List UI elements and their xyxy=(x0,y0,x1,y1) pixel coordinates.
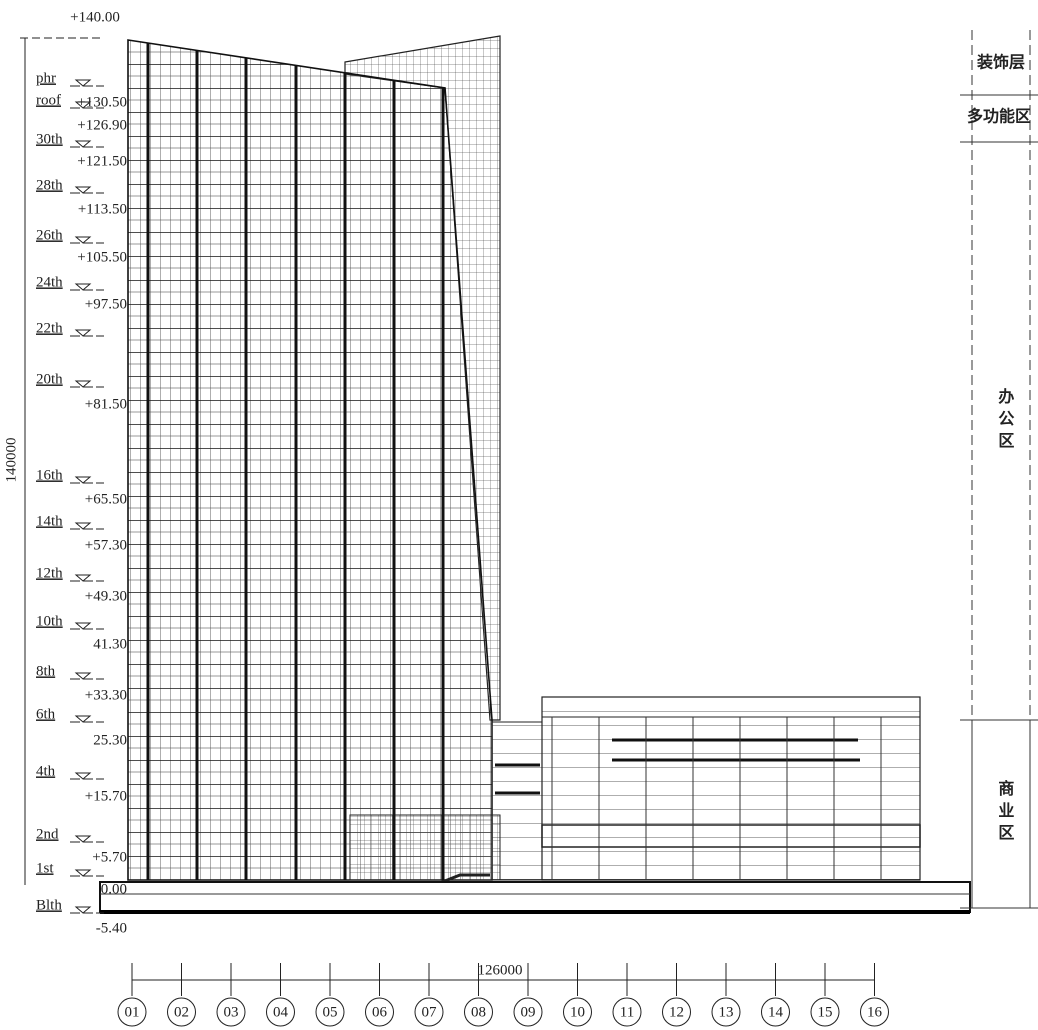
level-elevation: +33.30 xyxy=(85,687,127,703)
level-marker xyxy=(76,187,90,193)
axis-label: 14 xyxy=(768,1004,784,1020)
level-elevation: -5.40 xyxy=(96,920,127,936)
level-name: 16th xyxy=(36,467,63,483)
level-name: 24th xyxy=(36,274,63,290)
level-marker xyxy=(76,623,90,629)
level-marker xyxy=(76,907,90,913)
level-elevation: +113.50 xyxy=(78,201,127,217)
level-name: 1st xyxy=(36,860,54,876)
level-elevation: +65.50 xyxy=(85,491,127,507)
level-name: 26th xyxy=(36,227,63,243)
level-name: 12th xyxy=(36,565,63,581)
level-elevation: +121.50 xyxy=(77,153,127,169)
level-elevation: 25.30 xyxy=(93,732,127,748)
level-marker xyxy=(76,523,90,529)
height-dimension: 140000 xyxy=(3,438,19,483)
page: +140.00 140000 126000 装饰层 多功能区 办公区 商业区 p… xyxy=(0,0,1038,1030)
level-name: 28th xyxy=(36,177,63,193)
tower xyxy=(128,40,492,880)
level-marker xyxy=(76,477,90,483)
axis-label: 07 xyxy=(422,1004,438,1020)
level-name: 4th xyxy=(36,763,56,779)
axis-label: 15 xyxy=(818,1004,833,1020)
level-name: 20th xyxy=(36,371,63,387)
top-elevation: +140.00 xyxy=(70,9,120,25)
axis-label: 03 xyxy=(224,1004,239,1020)
level-marker xyxy=(76,716,90,722)
level-name: Blth xyxy=(36,897,62,913)
level-marker xyxy=(76,330,90,336)
zone-label: 多功能区 xyxy=(967,107,1031,126)
level-name: 10th xyxy=(36,613,63,629)
level-name: phr xyxy=(36,70,56,86)
level-marker xyxy=(76,673,90,679)
axis-label: 01 xyxy=(125,1004,140,1020)
axis-label: 16 xyxy=(867,1004,883,1020)
zone-label: 商业区 xyxy=(995,779,1014,846)
level-marker xyxy=(76,773,90,779)
axis-label: 10 xyxy=(570,1004,585,1020)
level-elevation: +97.50 xyxy=(85,296,127,312)
axis-label: 06 xyxy=(372,1004,388,1020)
axis-label: 08 xyxy=(471,1004,486,1020)
width-dimension: 126000 xyxy=(478,962,523,978)
level-elevation: +57.30 xyxy=(85,537,127,553)
level-name: 22th xyxy=(36,320,63,336)
level-name: 14th xyxy=(36,513,63,529)
level-marker xyxy=(76,284,90,290)
level-marker xyxy=(76,381,90,387)
axis-label: 12 xyxy=(669,1004,684,1020)
level-elevation: +5.70 xyxy=(92,849,127,865)
level-elevation: +15.70 xyxy=(85,788,127,804)
zone-label: 装饰层 xyxy=(976,53,1025,72)
level-name: 6th xyxy=(36,706,56,722)
level-name: roof xyxy=(36,92,61,108)
zone-label: 办公区 xyxy=(995,387,1014,454)
elevation-drawing: +140.00 140000 126000 装饰层 多功能区 办公区 商业区 p… xyxy=(0,0,1038,1030)
level-elevation: +126.90 xyxy=(77,117,127,133)
level-name: 2nd xyxy=(36,826,59,842)
level-marker xyxy=(76,870,90,876)
lobby xyxy=(350,815,500,880)
level-marker xyxy=(76,80,90,86)
axis-label: 09 xyxy=(521,1004,536,1020)
level-elevation: +105.50 xyxy=(77,249,127,265)
level-marker xyxy=(76,141,90,147)
level-elevation: 41.30 xyxy=(93,636,127,652)
level-elevation: 0.00 xyxy=(101,881,127,897)
level-name: 30th xyxy=(36,131,63,147)
level-name: 8th xyxy=(36,663,56,679)
axis-label: 05 xyxy=(323,1004,338,1020)
level-elevation: +81.50 xyxy=(85,396,127,412)
axis-label: 13 xyxy=(719,1004,734,1020)
level-marker xyxy=(76,836,90,842)
level-marker xyxy=(76,575,90,581)
axis-label: 04 xyxy=(273,1004,289,1020)
basement xyxy=(100,882,970,912)
axis-label: 02 xyxy=(174,1004,189,1020)
level-elevation: +49.30 xyxy=(85,588,127,604)
level-marker xyxy=(76,237,90,243)
axis-label: 11 xyxy=(620,1004,634,1020)
